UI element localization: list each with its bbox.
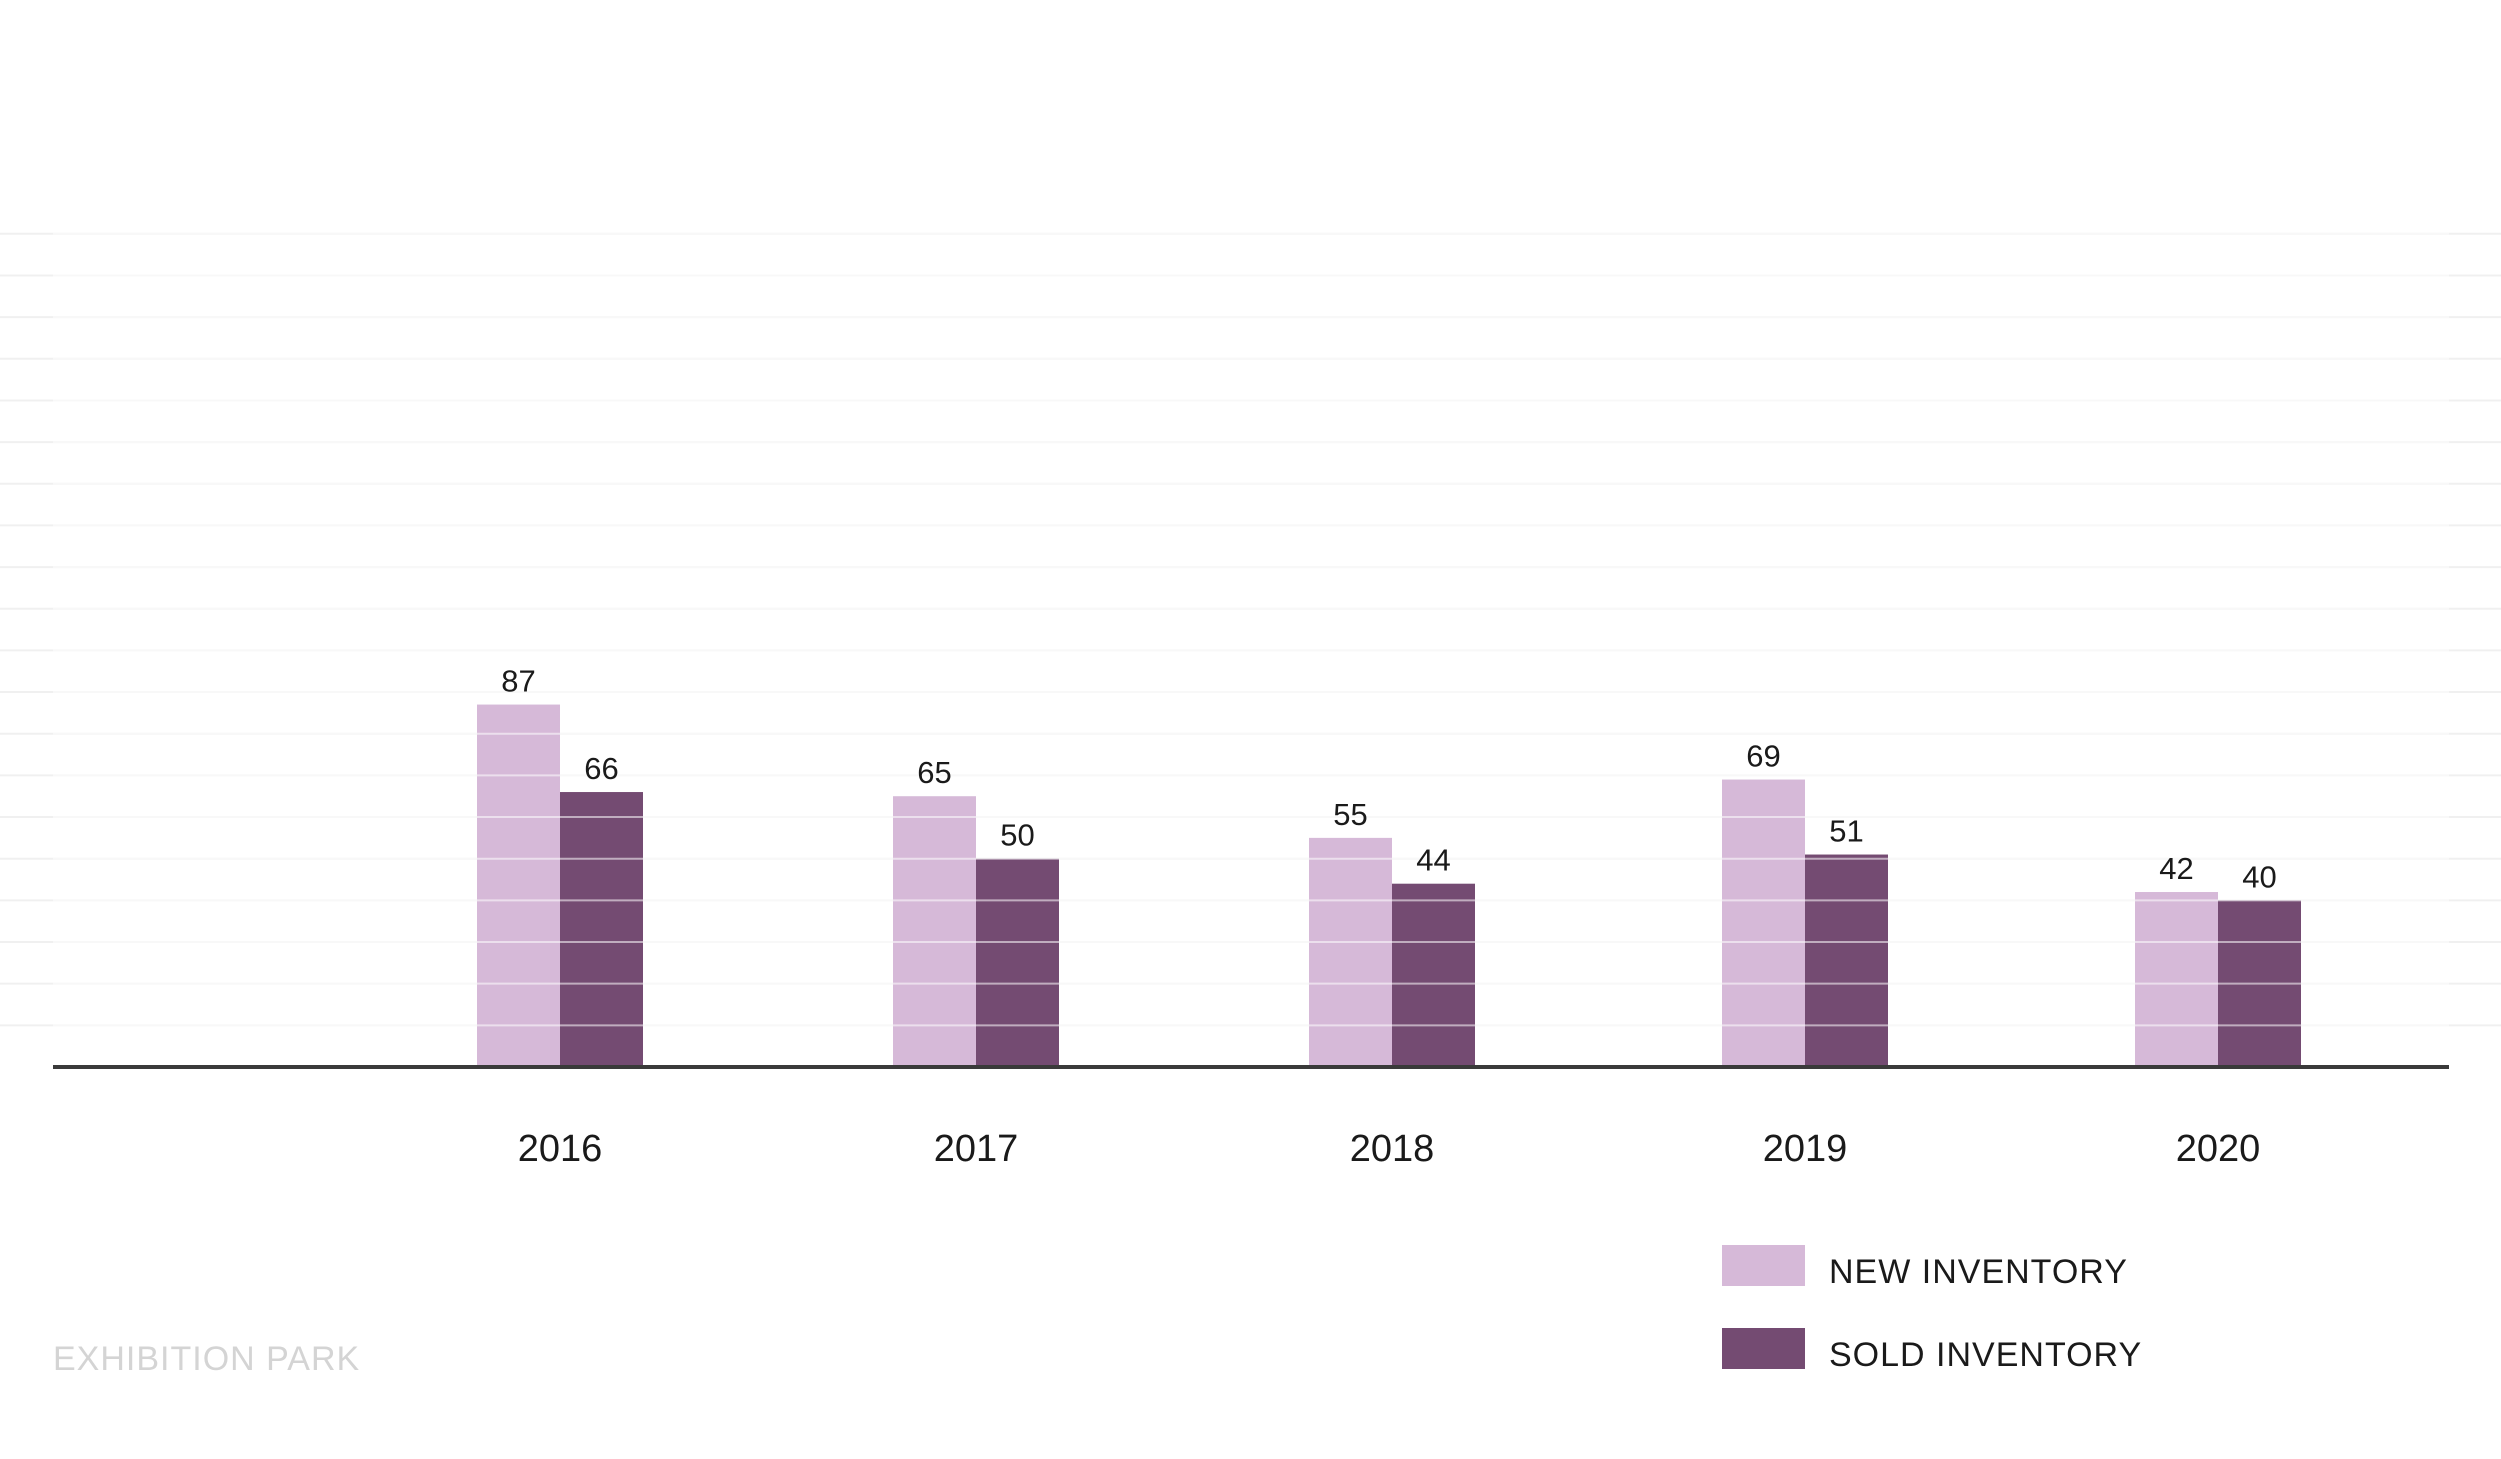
legend-swatch [1722, 1245, 1805, 1286]
bar-sold-inventory-2018 [1392, 883, 1475, 1067]
data-labels: 87 66 65 50 55 44 69 51 42 40 [501, 664, 2276, 895]
bar-new-inventory-2018 [1309, 837, 1392, 1067]
bar-sold-inventory-2019 [1805, 854, 1888, 1067]
data-label: 40 [2242, 859, 2276, 894]
bar-new-inventory-2020 [2135, 892, 2218, 1067]
data-label: 42 [2159, 851, 2193, 886]
data-label: 44 [1416, 843, 1450, 878]
data-label: 87 [501, 664, 535, 699]
legend-label: NEW INVENTORY [1829, 1253, 2128, 1291]
data-label: 50 [1000, 818, 1034, 853]
x-tick-label: 2019 [1763, 1128, 1848, 1170]
bar-gridline-overlay [53, 232, 2449, 1027]
bar-new-inventory-2019 [1722, 779, 1805, 1067]
x-tick-label: 2018 [1350, 1128, 1435, 1170]
legend: NEW INVENTORY SOLD INVENTORY [1722, 1245, 2142, 1374]
data-label: 55 [1333, 797, 1367, 832]
data-label: 51 [1829, 814, 1863, 849]
x-tick-label: 2017 [934, 1128, 1019, 1170]
data-label: 65 [917, 755, 951, 790]
bar-sold-inventory-2017 [976, 858, 1059, 1067]
x-axis-tick-labels: 2016 2017 2018 2019 2020 [518, 1128, 2261, 1170]
bars [477, 704, 2301, 1067]
bar-new-inventory-2017 [893, 796, 976, 1067]
gridlines [0, 232, 2501, 1027]
x-tick-label: 2016 [518, 1128, 603, 1170]
legend-label: SOLD INVENTORY [1829, 1336, 2142, 1374]
legend-swatch [1722, 1328, 1805, 1369]
source-label: EXHIBITION PARK [53, 1340, 360, 1378]
data-label: 69 [1746, 739, 1780, 774]
x-tick-label: 2020 [2176, 1128, 2261, 1170]
data-label: 66 [584, 751, 618, 786]
bar-new-inventory-2016 [477, 704, 560, 1067]
bar-sold-inventory-2016 [560, 792, 643, 1067]
